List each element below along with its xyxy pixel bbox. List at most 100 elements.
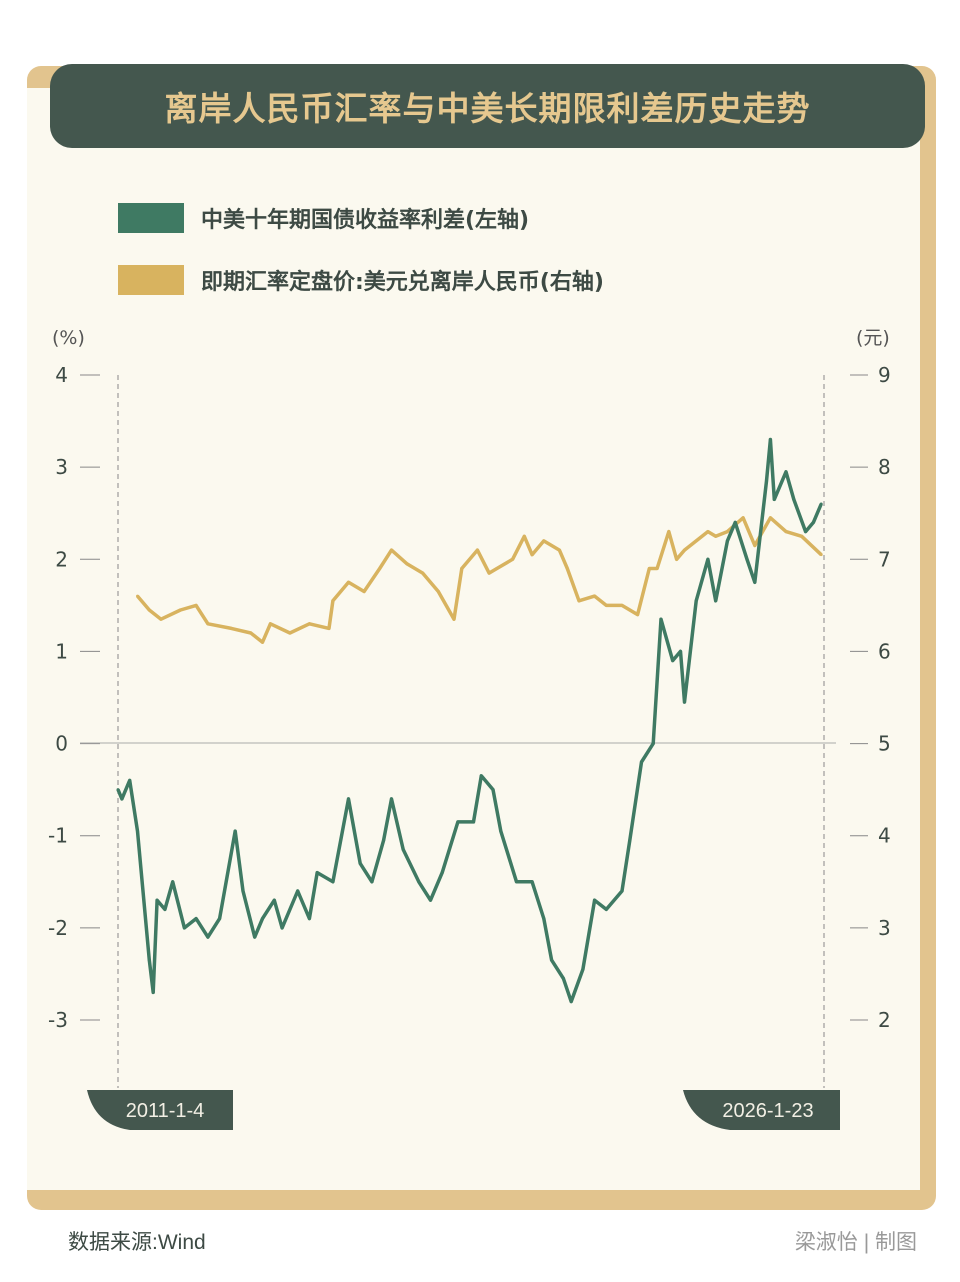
left-axis-tick-label: -1 xyxy=(48,824,68,848)
left-axis-tick-label: 3 xyxy=(55,455,68,479)
data-point-spread xyxy=(491,788,495,792)
data-point-spread xyxy=(784,470,788,474)
data-point-spread xyxy=(358,861,362,865)
data-point-fx xyxy=(147,608,151,612)
data-point-fx xyxy=(261,640,265,644)
data-point-spread xyxy=(315,871,319,875)
data-point-fx xyxy=(819,553,823,557)
data-point-spread xyxy=(753,580,757,584)
legend-label-fx: 即期汇率定盘价:美元兑离岸人民币(右轴) xyxy=(201,270,604,295)
data-point-spread xyxy=(745,557,749,561)
data-point-fx xyxy=(522,534,526,538)
data-point-fx xyxy=(725,530,729,534)
right-axis-tick-label: 5 xyxy=(878,732,891,756)
data-point-fx xyxy=(362,590,366,594)
data-point-fx xyxy=(475,548,479,552)
data-point-fx xyxy=(694,539,698,543)
data-point-spread xyxy=(550,958,554,962)
data-point-fx xyxy=(206,622,210,626)
data-point-spread xyxy=(679,649,683,653)
data-point-fx xyxy=(136,594,140,598)
data-point-fx xyxy=(421,571,425,575)
left-axis-tick-label: -2 xyxy=(48,916,68,940)
data-point-fx xyxy=(675,557,679,561)
data-point-fx xyxy=(405,562,409,566)
data-point-fx xyxy=(331,599,335,603)
data-point-spread xyxy=(280,926,284,930)
data-point-spread xyxy=(620,889,624,893)
data-point-spread xyxy=(253,935,257,939)
data-point-spread xyxy=(429,898,433,902)
data-point-spread xyxy=(628,838,632,842)
data-point-fx xyxy=(706,530,710,534)
data-point-fx xyxy=(557,548,561,552)
data-point-spread xyxy=(811,520,815,524)
data-point-fx xyxy=(378,567,382,570)
data-point-spread xyxy=(764,479,768,483)
data-point-spread xyxy=(147,958,151,962)
right-axis-tick-label: 8 xyxy=(878,455,891,479)
data-point-spread xyxy=(561,977,565,981)
data-point-spread xyxy=(331,880,335,884)
data-point-spread xyxy=(733,520,737,524)
data-point-spread xyxy=(542,917,546,921)
end-date-tag xyxy=(683,1090,840,1130)
legend-item-spread: 中美十年期国债收益率利差(左轴) xyxy=(118,202,529,234)
data-point-spread xyxy=(241,889,245,893)
left-axis-tick-label: 4 xyxy=(55,363,68,387)
data-point-spread xyxy=(671,659,675,663)
data-point-spread xyxy=(819,502,823,506)
data-point-spread xyxy=(804,530,808,534)
data-point-spread xyxy=(479,774,483,778)
data-point-spread xyxy=(272,898,276,902)
data-point-spread xyxy=(768,438,772,441)
left-axis-tick-label: 2 xyxy=(55,547,68,571)
data-point-fx xyxy=(159,617,163,621)
right-axis-tick-label: 7 xyxy=(878,547,891,571)
data-point-fx xyxy=(495,567,499,570)
data-point-spread xyxy=(116,788,120,792)
data-point-spread xyxy=(206,935,210,939)
data-point-fx xyxy=(593,594,597,598)
data-point-spread xyxy=(296,889,300,893)
data-point-fx xyxy=(800,534,804,538)
legend-item-fx: 即期汇率定盘价:美元兑离岸人民币(右轴) xyxy=(118,264,604,296)
data-source: 数据来源:Wind xyxy=(68,1231,206,1254)
chart-credit: 梁淑怡 | 制图 xyxy=(794,1231,917,1254)
data-point-spread xyxy=(261,917,265,921)
data-point-fx xyxy=(565,567,569,570)
data-point-fx xyxy=(714,534,718,538)
legend-swatch-spread xyxy=(118,203,184,233)
data-point-fx xyxy=(389,548,393,552)
data-point-fx xyxy=(307,622,311,626)
data-point-spread xyxy=(659,617,663,621)
data-point-spread xyxy=(401,848,405,852)
series-line-fx xyxy=(136,516,823,644)
left-axis-tick-label: -3 xyxy=(48,1008,68,1032)
series-line-spread xyxy=(116,437,823,1004)
data-point-spread xyxy=(218,917,222,921)
data-point-spread xyxy=(639,760,643,764)
data-point-spread xyxy=(440,871,444,875)
data-point-fx xyxy=(530,553,534,557)
data-point-fx xyxy=(604,603,608,607)
data-point-fx xyxy=(268,622,272,626)
data-point-fx xyxy=(741,516,745,520)
data-point-fx xyxy=(768,516,772,520)
legend-label-spread: 中美十年期国债收益率利差(左轴) xyxy=(201,208,530,233)
data-point-spread xyxy=(772,497,776,501)
data-point-spread xyxy=(163,907,167,911)
data-point-spread xyxy=(604,907,608,911)
data-point-spread xyxy=(136,829,140,833)
data-point-fx xyxy=(452,617,456,621)
data-point-fx xyxy=(179,608,183,612)
data-point-spread xyxy=(370,880,374,884)
data-point-spread xyxy=(194,917,198,921)
data-point-spread xyxy=(569,1000,573,1004)
data-point-fx xyxy=(460,567,464,570)
left-axis-tick-label: 1 xyxy=(55,639,68,663)
data-point-fx xyxy=(346,580,350,584)
start-date-tag xyxy=(87,1090,233,1130)
data-point-fx xyxy=(229,626,233,630)
